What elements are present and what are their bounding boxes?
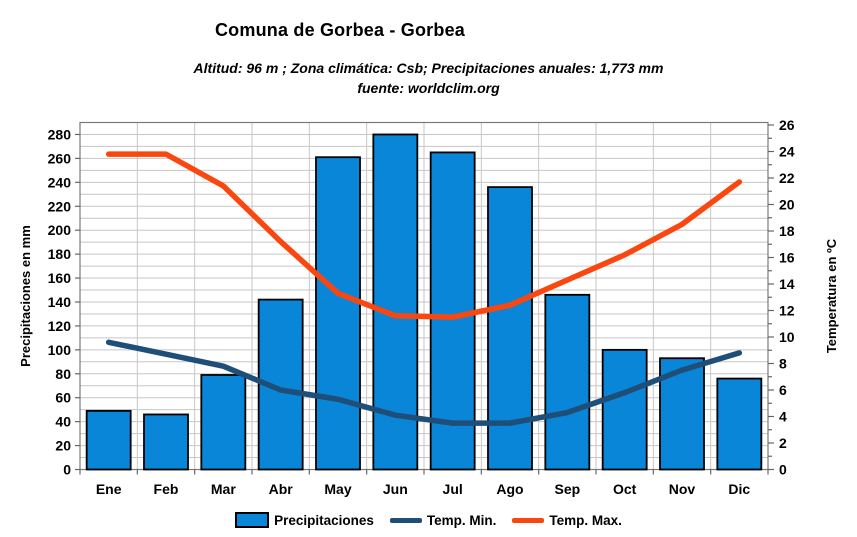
- y-tick-label-right: 6: [779, 382, 787, 398]
- chart-subtitle-line2: fuente: worldclim.org: [357, 80, 500, 96]
- y-tick-label-right: 4: [779, 409, 787, 425]
- legend-item-temp-min: Temp. Min.: [389, 512, 497, 528]
- y-tick-label-left: 140: [48, 294, 72, 310]
- x-tick-label: Ene: [96, 481, 122, 497]
- chart-subtitle-line1: Altitud: 96 m ; Zona climática: Csb; Pre…: [193, 60, 664, 76]
- y-tick-label-right: 2: [779, 435, 787, 451]
- chart-title: Comuna de Gorbea - Gorbea: [214, 20, 466, 40]
- y-tick-label-right: 14: [779, 276, 795, 292]
- left-axis-title: Precipitaciones en mm: [18, 225, 33, 367]
- y-tick-label-right: 16: [779, 250, 795, 266]
- precipitation-bar-swatch: [235, 512, 270, 528]
- y-tick-label-left: 100: [48, 342, 72, 358]
- bar-mar: [200, 374, 247, 471]
- y-tick-label-right: 18: [779, 223, 795, 239]
- y-tick-label-left: 220: [48, 198, 72, 214]
- y-tick-label-left: 80: [55, 366, 71, 382]
- bar-dic: [716, 377, 763, 471]
- chart-subtitle: Altitud: 96 m ; Zona climática: Csb; Pre…: [0, 58, 857, 98]
- y-tick-label-right: 0: [779, 462, 787, 478]
- legend-label-temp-max: Temp. Max.: [549, 512, 622, 528]
- x-tick-label: May: [324, 481, 351, 497]
- bar-ago: [487, 186, 533, 471]
- y-tick-label-left: 280: [48, 126, 72, 142]
- legend-item-precipitaciones: Precipitaciones: [235, 512, 374, 528]
- y-tick-label-left: 120: [48, 318, 72, 334]
- chart-legend: Precipitaciones Temp. Min. Temp. Max.: [0, 508, 857, 532]
- temp-max-line-swatch: [512, 517, 545, 523]
- x-tick-label: Jul: [443, 481, 463, 497]
- bar-sep: [544, 293, 591, 471]
- legend-label-temp-min: Temp. Min.: [426, 512, 497, 528]
- y-tick-label-left: 160: [48, 270, 72, 286]
- x-tick-label: Sep: [554, 481, 580, 497]
- y-tick-label-right: 8: [779, 356, 787, 372]
- y-tick-label-left: 60: [55, 390, 71, 406]
- x-tick-label: Dic: [728, 481, 750, 497]
- y-tick-label-left: 0: [63, 462, 71, 478]
- temp-min-line-swatch: [389, 517, 422, 523]
- legend-item-temp-max: Temp. Max.: [512, 513, 622, 528]
- bar-oct: [601, 348, 648, 471]
- y-tick-label-right: 26: [779, 117, 795, 133]
- y-tick-label-left: 20: [55, 438, 71, 454]
- y-tick-label-right: 24: [779, 144, 795, 160]
- x-tick-label: Nov: [669, 481, 696, 497]
- bar-may: [315, 156, 361, 471]
- y-tick-label-left: 40: [55, 414, 71, 430]
- right-axis-title: Temperatura en ºC: [824, 238, 839, 353]
- x-tick-label: Jun: [383, 481, 408, 497]
- x-tick-label: Feb: [154, 481, 179, 497]
- x-tick-label: Abr: [269, 481, 294, 497]
- y-tick-label-left: 180: [48, 246, 72, 262]
- temp-max-line: [105, 151, 743, 320]
- y-tick-label-left: 240: [48, 174, 72, 190]
- y-tick-label-right: 10: [779, 329, 795, 345]
- y-tick-label-right: 12: [779, 303, 795, 319]
- bar-feb: [143, 413, 189, 471]
- y-tick-label-right: 20: [779, 197, 795, 213]
- bar-ene: [85, 409, 132, 471]
- x-tick-label: Oct: [613, 481, 637, 497]
- x-tick-label: Mar: [211, 481, 236, 497]
- y-tick-label-right: 22: [779, 170, 795, 186]
- legend-label-precipitaciones: Precipitaciones: [274, 512, 374, 528]
- x-tick-label: Ago: [496, 481, 523, 497]
- y-tick-label-left: 260: [48, 150, 72, 166]
- temp-min-line: [105, 339, 743, 426]
- y-tick-label-left: 200: [48, 222, 72, 238]
